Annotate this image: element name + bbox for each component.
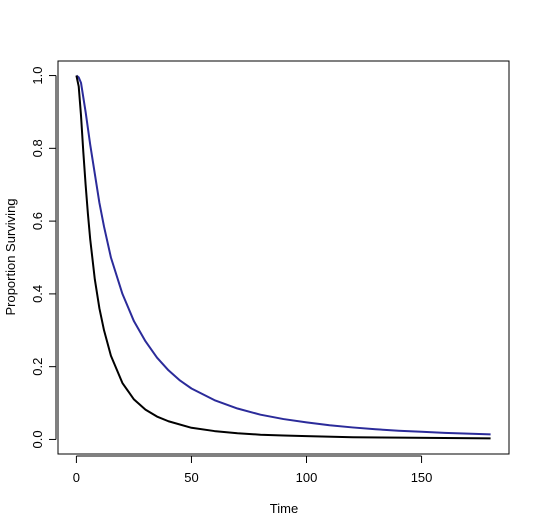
x-axis: 0 50 100 150: [73, 455, 433, 485]
y-tick-label: 0.4: [30, 285, 45, 303]
y-tick-label: 0.8: [30, 139, 45, 157]
y-tick-label: 0.0: [30, 430, 45, 448]
y-tick-label: 0.6: [30, 212, 45, 230]
series-layer: [75, 74, 491, 440]
x-tick-label: 100: [296, 470, 318, 485]
series-line-2: [75, 75, 491, 440]
y-tick-label: 1.0: [30, 67, 45, 85]
plot-frame: [57, 60, 510, 455]
y-tick-label: 0.2: [30, 358, 45, 376]
x-tick-label: 0: [73, 470, 80, 485]
series-line-1: [75, 74, 491, 436]
y-axis-title: Proportion Surviving: [3, 198, 18, 315]
y-axis: 0.0 0.2 0.4 0.6 0.8 1.0: [30, 67, 57, 448]
x-tick-label: 50: [184, 470, 198, 485]
x-axis-title: Time: [270, 501, 298, 516]
x-tick-label: 150: [411, 470, 433, 485]
